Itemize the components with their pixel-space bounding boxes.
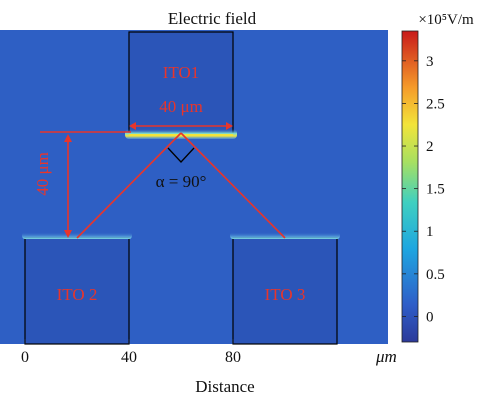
colorbar-ticks: 0 0.5 1 1.5 2 2.5 3	[402, 54, 445, 325]
x-axis: 0 40 80	[21, 339, 241, 366]
angle-label: α = 90°	[156, 172, 207, 191]
height-label: 40 μm	[33, 152, 52, 196]
x-unit-label: μm	[375, 347, 397, 366]
electrode-3	[232, 237, 338, 345]
width-label: 40 μm	[159, 97, 203, 116]
x-tick-label: 0	[21, 349, 29, 366]
x-tick-label: 80	[225, 349, 241, 366]
width-arrowhead-left	[129, 122, 136, 130]
colorbar-tick-label: 1	[426, 224, 434, 240]
height-arrowhead-top	[64, 134, 72, 142]
annotations-layer: 40 μm 40 μm α = 90°	[33, 97, 286, 239]
colorbar-unit-label: ×10⁵V/m	[418, 12, 474, 28]
x-axis-label: Distance	[195, 377, 254, 396]
height-arrowhead-bottom	[64, 230, 72, 238]
electrodes-layer: ITO1 ITO 2 ITO 3	[24, 31, 338, 345]
chart-title: Electric field	[168, 9, 257, 28]
electrode-label-2: ITO 2	[57, 285, 98, 304]
right-angle-marker	[167, 147, 195, 163]
electrode-label-1: ITO1	[163, 63, 200, 82]
colorbar-tick-label: 1.5	[426, 182, 445, 198]
colorbar-tick-label: 3	[426, 54, 434, 70]
electrode-label-3: ITO 3	[265, 285, 306, 304]
electrode-1	[128, 31, 234, 135]
diagonal-line-right	[180, 132, 286, 239]
high-field-edge-2	[22, 232, 132, 239]
x-tick-label: 40	[121, 349, 137, 366]
high-field-edge-3	[230, 232, 340, 239]
colorbar	[401, 30, 419, 343]
colorbar-tick-label: 0.5	[426, 267, 445, 283]
colorbar-tick-label: 0	[426, 309, 434, 325]
colorbar-tick-label: 2	[426, 139, 434, 155]
colorbar-tick-label: 2.5	[426, 96, 445, 112]
electrode-2	[24, 237, 130, 345]
width-arrowhead-right	[226, 122, 233, 130]
diagonal-line-left	[76, 132, 182, 239]
